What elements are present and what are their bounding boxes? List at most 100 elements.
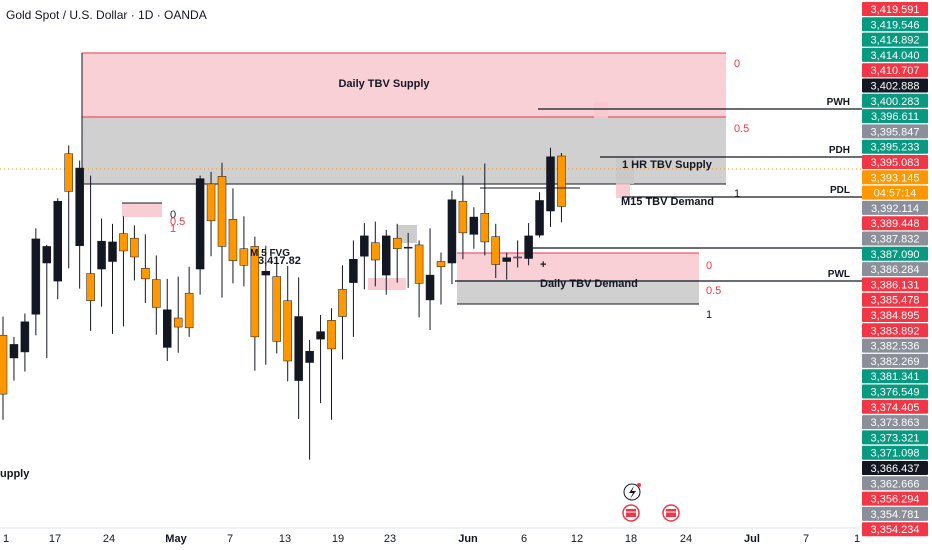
- candle-body-bull: [382, 235, 391, 276]
- price-label-text: 3,419.546: [871, 19, 920, 31]
- price-label-bg: [862, 522, 928, 537]
- price-label-bg: [862, 430, 928, 445]
- price-label-text: 3,383.892: [871, 325, 920, 337]
- candle-body-bull: [469, 216, 479, 235]
- candle: [403, 232, 413, 288]
- price-label: 3,395.847: [862, 124, 928, 139]
- candle-body-bull: [20, 321, 30, 353]
- price-label: 3,387.832: [862, 231, 928, 246]
- candle: [338, 265, 347, 360]
- fib-label: 0: [706, 260, 712, 272]
- fvg-label: M 5 FVG: [250, 248, 290, 259]
- candle: [163, 278, 172, 361]
- candle: [86, 175, 95, 331]
- price-label-text: 3,393.145: [871, 172, 920, 184]
- price-label: 3,414.892: [862, 32, 928, 47]
- price-label-text: 3,354.781: [871, 509, 920, 521]
- candle: [524, 223, 533, 266]
- price-label-text: 3,373.863: [871, 417, 920, 429]
- flag-icon: [662, 504, 680, 522]
- price-label-bg: [862, 506, 928, 521]
- price-label-bg: [862, 32, 928, 47]
- candle: [535, 192, 544, 238]
- candle: [250, 236, 260, 371]
- small-zone-1: [122, 203, 162, 217]
- candle-body-bear: [152, 279, 161, 308]
- candle-body-bull: [305, 350, 314, 363]
- candle-body-bull: [403, 246, 413, 249]
- candle: [447, 190, 457, 285]
- fib-label: 0: [170, 209, 176, 221]
- candle: [53, 198, 62, 300]
- price-label-bg: [862, 17, 928, 32]
- candle-body-bear: [228, 219, 238, 262]
- candle-body-bull: [425, 274, 435, 301]
- small-zone-5: [616, 156, 634, 184]
- candle: [425, 228, 435, 331]
- candle-body-bear: [250, 246, 260, 338]
- candle: [261, 245, 271, 365]
- small-zone-3: [397, 225, 417, 243]
- fib-label: 0.5: [170, 216, 185, 228]
- candle: [97, 218, 106, 307]
- candle-body-bull: [524, 235, 533, 259]
- price-label: 3,362.666: [862, 476, 928, 491]
- price-label-text: 3,414.040: [871, 50, 920, 62]
- price-label-bg: [862, 384, 928, 399]
- candle-body-bull: [97, 240, 106, 270]
- price-label-bg: [862, 200, 928, 215]
- price-label-text: 3,395.083: [871, 157, 920, 169]
- time-tick: 13: [279, 533, 291, 545]
- price-label-bg: [862, 292, 928, 307]
- candle: [283, 266, 292, 382]
- price-label-bg: [862, 93, 928, 108]
- price-label-bg: [862, 445, 928, 460]
- candle: [75, 160, 84, 289]
- candle: [9, 336, 19, 381]
- candle-body-bear: [513, 256, 522, 259]
- candle-body-bull: [546, 156, 555, 212]
- candle: [239, 216, 249, 287]
- candle-body-bear: [130, 237, 139, 258]
- time-tick: 24: [680, 533, 692, 545]
- candle-body-bear: [217, 176, 227, 247]
- price-label: 3,392.114: [862, 200, 928, 215]
- zone-label-daily-supply: Daily TBV Supply: [338, 78, 430, 90]
- price-label: 3,386.131: [862, 277, 928, 292]
- time-tick: Jul: [744, 533, 760, 545]
- price-label-text: 3,376.549: [871, 387, 920, 399]
- time-tick: 7: [803, 533, 809, 545]
- price-label-text: 3,362.666: [871, 478, 920, 490]
- candle-body-bull: [53, 200, 62, 282]
- candle-body-bear: [338, 289, 347, 317]
- candle: [392, 223, 402, 283]
- time-tick: 6: [521, 533, 527, 545]
- price-label: 3,373.321: [862, 430, 928, 445]
- candle-body-bull: [108, 241, 117, 262]
- candle: [206, 171, 216, 257]
- candle: [31, 228, 41, 336]
- price-label: 3,402.888: [862, 78, 928, 93]
- price-label: 3,356.294: [862, 491, 928, 506]
- candle: [217, 162, 227, 298]
- price-label: 3,371.098: [862, 445, 928, 460]
- fvg-price-label: 3,417.82: [258, 255, 301, 267]
- price-label-bg: [862, 262, 928, 277]
- candle-body-bear: [458, 200, 468, 234]
- price-label-bg: [862, 491, 928, 506]
- price-label-bg: [862, 338, 928, 353]
- time-tick: 23: [384, 533, 396, 545]
- price-label: 3,381.341: [862, 369, 928, 384]
- level-label-pwh: PWH: [827, 97, 850, 108]
- candle-body-bear: [327, 320, 336, 350]
- price-label: 3,395.083: [862, 155, 928, 169]
- candle: [480, 163, 490, 256]
- candle: [0, 316, 8, 420]
- price-label: 3,419.591: [862, 2, 928, 16]
- price-label-bg: [862, 246, 928, 261]
- price-label: 3,395.233: [862, 139, 928, 154]
- price-label: 3,389.448: [862, 216, 928, 231]
- candle-body-bear: [371, 242, 380, 261]
- price-label: 3,396.611: [862, 109, 928, 124]
